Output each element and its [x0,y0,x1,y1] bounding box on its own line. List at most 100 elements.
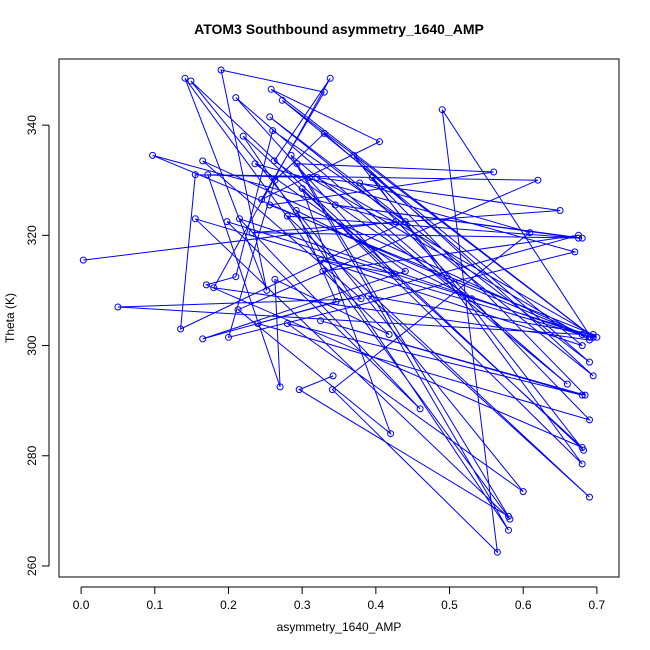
data-point [368,174,376,181]
data-point [251,160,259,168]
data-point [387,430,395,438]
data-point [392,218,400,226]
data-point [319,267,327,275]
data-point [438,106,446,114]
data-point [401,218,409,226]
data-point [271,275,279,283]
data-point [114,303,122,311]
data-point [263,286,271,294]
data-point [586,493,593,501]
data-point [490,168,498,176]
data-point [204,171,212,179]
data-point [269,127,277,135]
data-point [267,85,275,93]
data-point [278,96,286,104]
x-tick-label: 0.6 [515,598,532,612]
plot-area [79,66,601,556]
data-point [589,331,597,338]
data-point [578,331,586,338]
data-point [575,234,582,242]
data-point [580,446,588,454]
data-point [563,380,571,388]
data-point [401,267,409,275]
data-point [254,320,262,327]
data-point [236,215,243,223]
data-point [232,273,240,281]
data-point [293,160,301,168]
data-point [357,295,365,303]
data-point [416,405,424,413]
plot-frame [58,58,620,578]
y-axis-label: Theta (K) [3,293,17,343]
axes: 0.0 0.1 0.2 0.3 0.4 0.5 0.6 0.7 260 280 300 320 340 [25,115,606,612]
data-point [292,207,300,214]
data-point [376,138,383,146]
y-tick-label: 260 [25,556,39,576]
x-tick-label: 0.5 [441,598,458,612]
data-point [276,383,284,391]
data-point [332,298,340,305]
data-point [239,132,247,140]
data-point [295,386,303,394]
data-point [586,358,593,366]
data-point [589,372,597,380]
data-point [578,460,586,468]
data-point [287,151,295,159]
data-point [232,94,240,102]
data-point [571,248,579,256]
data-point [187,77,195,85]
x-axis-label: asymmetry_1640_AMP [277,620,402,634]
data-point [556,207,564,214]
data-point [329,372,337,380]
data-point [331,201,339,209]
data-point [534,176,542,184]
data-point [578,234,586,242]
data-point [258,196,266,203]
data-point [317,256,325,264]
data-point [199,157,207,165]
data-point [326,74,334,82]
data-point [320,88,328,96]
x-tick-label: 0.7 [589,598,606,612]
data-point [519,488,527,496]
y-tick-label: 340 [25,115,39,135]
data-point [320,129,328,137]
data-point [270,157,278,165]
data-point [306,174,313,181]
data-point [191,171,199,179]
data-point [271,176,279,184]
series-line [83,69,598,554]
data-point [505,512,512,520]
data-point [225,333,232,341]
chart-title: ATOM3 Southbound asymmetry_1640_AMP [194,21,484,37]
data-point [199,335,207,343]
data-point [177,325,185,333]
data-point [210,284,218,292]
x-tick-label: 0.3 [294,598,311,612]
data-point [493,548,501,556]
data-point [266,201,274,209]
data-point [328,386,336,394]
data-point [350,151,358,159]
data-point [526,229,534,237]
data-point [79,256,87,264]
x-tick-label: 0.2 [220,598,237,612]
data-point [468,295,476,303]
data-point [149,151,157,159]
y-tick-label: 300 [25,335,39,355]
data-point [283,320,291,327]
data-point [390,270,398,278]
data-point [313,174,321,181]
data-point [581,391,589,399]
x-tick-label: 0.0 [73,598,90,612]
data-point [223,218,231,226]
data-point [298,185,306,192]
data-point [356,179,364,187]
data-point [217,66,225,74]
data-point [317,317,325,325]
y-tick-label: 280 [25,445,39,465]
data-point [505,526,512,534]
data-point [191,215,199,223]
data-point [248,229,256,237]
